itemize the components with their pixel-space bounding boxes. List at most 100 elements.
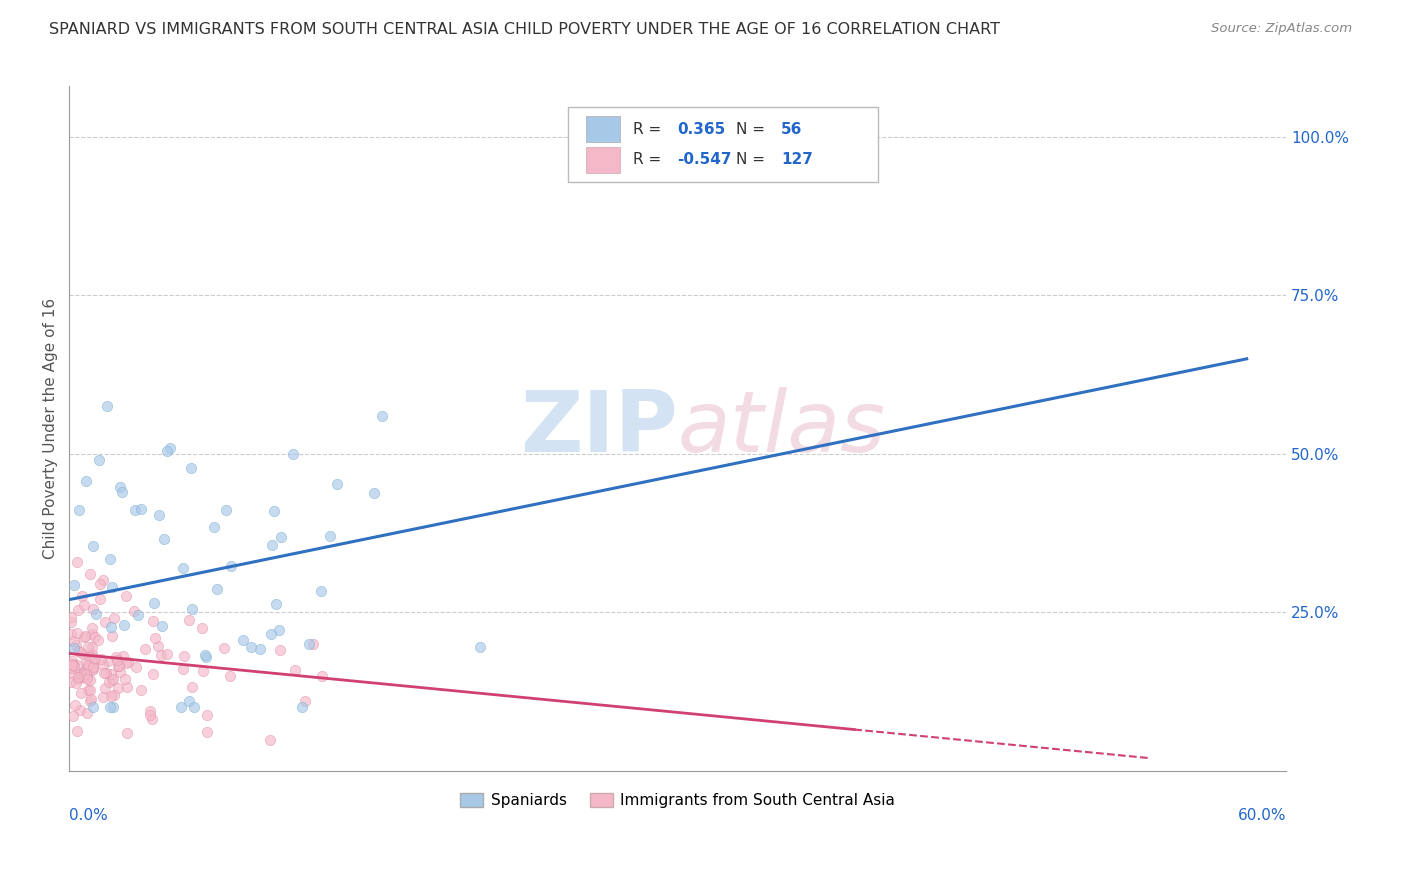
Point [263, 504, 285, 518]
Point [103, 611, 125, 625]
Point [82, 659, 104, 673]
Point [111, 649, 134, 664]
Point [72, 670, 94, 684]
Point [93, 666, 115, 681]
Point [60, 610, 83, 624]
Point [156, 444, 179, 458]
Point [72, 648, 94, 662]
Point [62, 709, 84, 723]
Point [83, 650, 105, 665]
Point [60, 666, 83, 681]
Text: R =: R = [633, 152, 665, 167]
Point [172, 662, 194, 676]
Point [72, 589, 94, 603]
Point [139, 704, 162, 718]
Point [69, 703, 91, 717]
Text: SPANIARD VS IMMIGRANTS FROM SOUTH CENTRAL ASIA CHILD POVERTY UNDER THE AGE OF 16: SPANIARD VS IMMIGRANTS FROM SOUTH CENTRA… [49, 22, 1000, 37]
Point [69, 645, 91, 659]
Point [80, 692, 103, 706]
Point [291, 700, 314, 714]
Point [70, 669, 93, 683]
Text: 0.365: 0.365 [678, 122, 725, 137]
Point [77, 648, 100, 663]
Point [269, 624, 291, 638]
Point [142, 666, 165, 681]
Point [172, 560, 194, 574]
Point [98, 674, 121, 689]
Point [134, 641, 156, 656]
Point [302, 636, 325, 650]
Point [105, 653, 128, 667]
Point [100, 689, 122, 703]
Point [73, 630, 96, 644]
Point [112, 617, 135, 632]
Point [326, 476, 349, 491]
Point [66, 644, 89, 658]
Point [298, 637, 321, 651]
Point [195, 649, 218, 664]
Point [100, 667, 122, 681]
Point [108, 665, 131, 679]
Point [183, 700, 205, 714]
Y-axis label: Child Poverty Under the Age of 16: Child Poverty Under the Age of 16 [44, 298, 58, 559]
Point [66, 673, 89, 687]
Point [76, 672, 98, 686]
Point [371, 409, 394, 423]
Point [177, 614, 200, 628]
Point [107, 681, 129, 695]
Point [63, 640, 86, 655]
Point [101, 629, 124, 643]
Point [219, 669, 242, 683]
Point [205, 582, 228, 596]
Point [125, 660, 148, 674]
Text: R =: R = [633, 122, 665, 137]
Text: N =: N = [735, 152, 770, 167]
Point [89, 577, 111, 591]
Point [84, 607, 107, 622]
Point [82, 700, 104, 714]
Point [311, 669, 333, 683]
Text: -0.547: -0.547 [678, 152, 733, 167]
Point [82, 539, 104, 553]
Text: atlas: atlas [678, 387, 886, 470]
Point [98, 700, 121, 714]
Point [80, 627, 103, 641]
Point [82, 662, 104, 676]
Bar [586, 117, 620, 143]
Point [260, 627, 283, 641]
Point [214, 503, 236, 517]
Point [110, 480, 132, 494]
Point [94, 681, 117, 695]
Point [79, 682, 101, 697]
Point [73, 665, 96, 679]
Point [470, 640, 492, 655]
Point [63, 578, 86, 592]
Point [89, 592, 111, 607]
Point [75, 666, 97, 681]
Point [76, 682, 98, 697]
Point [66, 723, 89, 738]
Point [70, 686, 93, 700]
Point [91, 574, 114, 588]
Point [124, 604, 146, 618]
Point [153, 533, 176, 547]
Point [82, 660, 104, 674]
Point [60, 660, 83, 674]
Bar [586, 146, 620, 172]
Point [105, 650, 128, 665]
Point [266, 598, 288, 612]
Point [232, 632, 254, 647]
Point [202, 520, 225, 534]
Point [67, 669, 90, 683]
Point [148, 508, 170, 522]
Point [75, 474, 97, 488]
Point [107, 658, 129, 673]
Point [260, 538, 283, 552]
Point [96, 399, 118, 413]
Point [63, 659, 86, 673]
Text: N =: N = [735, 122, 770, 137]
Point [73, 665, 96, 680]
Point [91, 690, 114, 705]
Point [60, 660, 83, 674]
Text: ZIP: ZIP [520, 387, 678, 470]
